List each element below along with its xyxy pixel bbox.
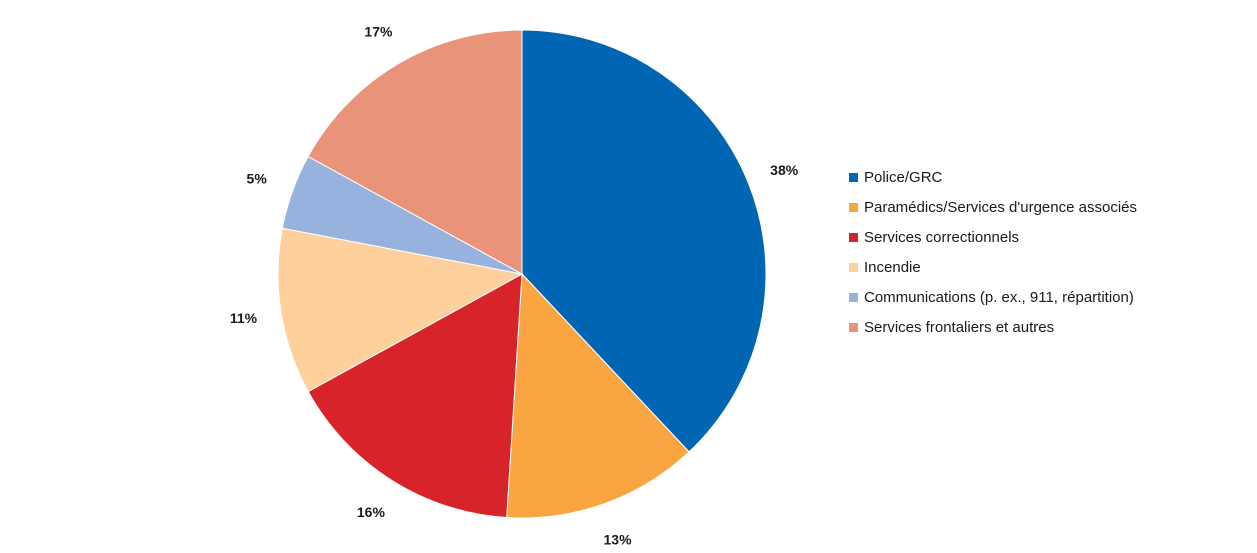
legend-label: Paramédics/Services d'urgence associés — [864, 198, 1137, 216]
legend-item-2: Paramédics/Services d'urgence associés — [849, 192, 1137, 222]
legend-item-5: Communications (p. ex., 911, répartition… — [849, 282, 1137, 312]
legend-swatch — [849, 262, 858, 272]
legend-swatch — [849, 232, 858, 242]
legend-item-4: Incendie — [849, 252, 1137, 282]
legend-label: Police/GRC — [864, 168, 943, 186]
pie-value-labels: 38% 13% 16% 11% 5% 17% — [230, 23, 799, 547]
pie-slice-6 — [307, 29, 523, 275]
pie-slice-1 — [521, 29, 767, 453]
legend-swatch — [849, 202, 858, 212]
pie-value-label-5: 5% — [247, 170, 268, 186]
pie-slices — [277, 29, 767, 519]
legend-swatch — [849, 172, 858, 182]
legend-item-3: Services correctionnels — [849, 222, 1137, 252]
legend-label: Incendie — [864, 258, 921, 276]
legend-swatch — [849, 292, 858, 302]
pie-value-label-3: 16% — [357, 504, 386, 520]
legend-item-1: Police/GRC — [849, 162, 1137, 192]
legend-label: Communications (p. ex., 911, répartition… — [864, 288, 1134, 306]
pie-slice-3 — [307, 273, 523, 519]
pie-value-label-2: 13% — [604, 531, 633, 547]
pie-value-label-1: 38% — [770, 162, 799, 178]
pie-slice-4 — [277, 227, 524, 393]
legend-swatch — [849, 322, 858, 332]
pie-value-label-4: 11% — [230, 310, 258, 326]
legend-label: Services frontaliers et autres — [864, 318, 1055, 336]
legend-label: Services correctionnels — [864, 228, 1020, 246]
pie-slice-2 — [506, 272, 690, 519]
legend: Police/GRC Paramédics/Services d'urgence … — [849, 162, 1137, 342]
pie-value-label-6: 17% — [364, 23, 393, 39]
legend-item-6: Services frontaliers et autres — [849, 312, 1137, 342]
